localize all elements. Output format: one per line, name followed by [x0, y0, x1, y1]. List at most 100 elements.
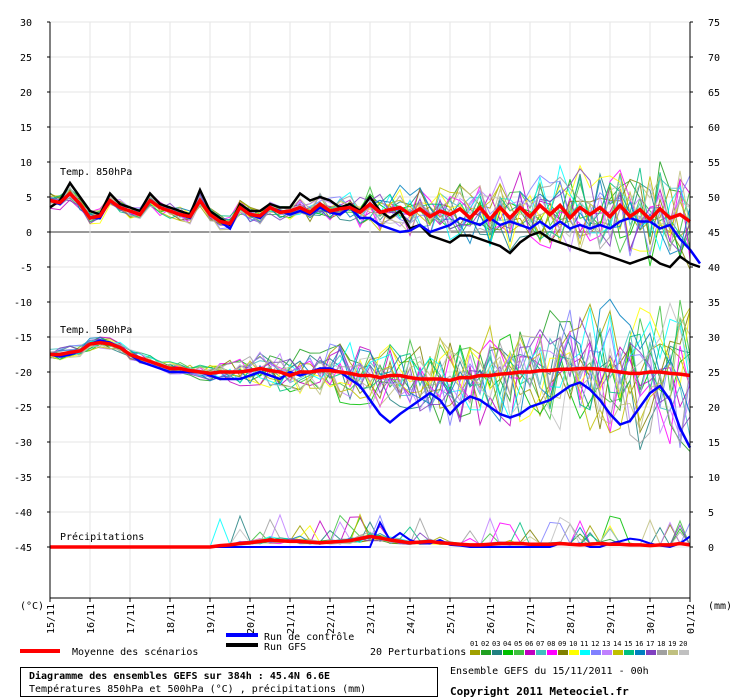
legend-perturbations-label: 20 Perturbations [370, 647, 466, 658]
copyright: Copyright 2011 Meteociel.fr [450, 685, 629, 698]
control-t500-line [49, 339, 692, 449]
legend-perturbation-code: 07 [536, 640, 544, 648]
mean-precip-line [50, 534, 691, 549]
left-tick-label: 30 [20, 18, 32, 29]
right-tick-label: 30 [708, 333, 720, 344]
main-series-lines [49, 180, 702, 549]
legend-perturbation-code: 02 [481, 640, 489, 648]
legend-perturbation-swatch [646, 650, 656, 655]
right-tick-label: 10 [708, 473, 720, 484]
legend-perturbation-swatch [569, 650, 579, 655]
right-tick-label: 65 [708, 88, 720, 99]
x-tick-label: 30/11 [646, 604, 657, 634]
x-tick-label: 15/11 [46, 604, 57, 634]
left-tick-label: -10 [14, 298, 32, 309]
legend-perturbation-code: 19 [668, 640, 676, 648]
x-tick-label: 16/11 [86, 604, 97, 634]
legend-gfs-label: Run GFS [264, 642, 306, 653]
axes: 302520151050-5-10-15-20-25-30-35-40-4575… [14, 18, 732, 634]
perturbation-t850-line [49, 183, 691, 245]
left-unit-label: (°C) [20, 601, 44, 612]
left-tick-label: 15 [20, 123, 32, 134]
legend-perturbation-swatch [558, 650, 568, 655]
right-tick-label: 55 [708, 158, 720, 169]
gfs-t850-line [49, 180, 701, 269]
left-tick-label: -25 [14, 403, 32, 414]
right-tick-label: 5 [708, 508, 714, 519]
legend-perturbation-swatch [525, 650, 535, 655]
x-tick-label: 17/11 [126, 604, 137, 634]
right-unit-label: (mm) [708, 601, 732, 612]
legend-perturbation-swatch [668, 650, 678, 655]
left-tick-label: 10 [20, 158, 32, 169]
right-tick-label: 50 [708, 193, 720, 204]
x-tick-label: 20/11 [246, 604, 257, 634]
x-tick-label: 23/11 [366, 604, 377, 634]
x-tick-label: 29/11 [606, 604, 617, 634]
legend-perturbation-code: 12 [591, 640, 599, 648]
right-tick-label: 60 [708, 123, 720, 134]
legend-perturbation-swatch [536, 650, 546, 655]
mean-t500-line [50, 340, 691, 383]
legend-perturbation-swatch [492, 650, 502, 655]
legend-perturbation-code: 09 [558, 640, 566, 648]
legend: Moyenne des scénarios Run de contrôleRun … [20, 631, 689, 658]
legend-perturbation-code: 10 [569, 640, 577, 648]
right-tick-label: 35 [708, 298, 720, 309]
right-tick-label: 20 [708, 403, 720, 414]
grid [49, 21, 691, 598]
x-tick-label: 27/11 [526, 604, 537, 634]
legend-perturbation-swatch [470, 650, 480, 655]
legend-perturbation-code: 01 [470, 640, 478, 648]
legend-perturbation-swatch [602, 650, 612, 655]
legend-perturbation-code: 20 [679, 640, 687, 648]
legend-perturbation-code: 11 [580, 640, 588, 648]
mean-t850-line [49, 191, 692, 226]
left-tick-label: -45 [14, 543, 32, 554]
legend-perturbation-swatch [580, 650, 590, 655]
footer-box: Diagramme des ensembles GEFS sur 384h : … [20, 667, 438, 697]
right-tick-label: 0 [708, 543, 714, 554]
right-tick-label: 40 [708, 263, 720, 274]
legend-perturbation-swatch [514, 650, 524, 655]
legend-perturbation-swatch [613, 650, 623, 655]
footer-title: Diagramme des ensembles GEFS sur 384h : … [29, 671, 331, 682]
x-tick-label: 22/11 [326, 604, 337, 634]
legend-perturbation-swatch [657, 650, 667, 655]
right-tick-label: 75 [708, 18, 720, 29]
x-tick-label: 18/11 [166, 604, 177, 634]
left-tick-label: 0 [26, 228, 32, 239]
left-tick-label: -35 [14, 473, 32, 484]
left-tick-label: -15 [14, 333, 32, 344]
run-info: Ensemble GEFS du 15/11/2011 - 00h [450, 666, 649, 677]
legend-perturbation-code: 06 [525, 640, 533, 648]
left-tick-label: -40 [14, 508, 32, 519]
right-tick-label: 25 [708, 368, 720, 379]
legend-perturbation-code: 18 [657, 640, 665, 648]
legend-perturbation-swatch [591, 650, 601, 655]
legend-perturbation-swatch [481, 650, 491, 655]
right-tick-label: 70 [708, 53, 720, 64]
right-tick-label: 45 [708, 228, 720, 239]
left-tick-label: -20 [14, 368, 32, 379]
x-tick-label: 28/11 [566, 604, 577, 634]
legend-perturbation-swatch [679, 650, 689, 655]
x-tick-label: 21/11 [286, 604, 297, 634]
perturbation-t500-line [49, 317, 691, 411]
left-tick-label: 5 [26, 193, 32, 204]
footer-subtitle: Températures 850hPa et 500hPa (°C) , pré… [29, 684, 367, 695]
left-tick-label: -30 [14, 438, 32, 449]
right-tick-label: 15 [708, 438, 720, 449]
legend-perturbation-code: 17 [646, 640, 654, 648]
legend-perturbation-swatch [547, 650, 557, 655]
precip-label: Précipitations [60, 531, 144, 543]
legend-control-label: Run de contrôle [264, 631, 354, 643]
left-tick-label: 20 [20, 88, 32, 99]
legend-perturbation-code: 13 [602, 640, 610, 648]
x-tick-label: 25/11 [446, 604, 457, 634]
legend-perturbation-code: 04 [503, 640, 511, 648]
legend-perturbation-swatch [503, 650, 513, 655]
perturbation-t850-line [49, 170, 691, 253]
x-tick-label: 19/11 [206, 604, 217, 634]
